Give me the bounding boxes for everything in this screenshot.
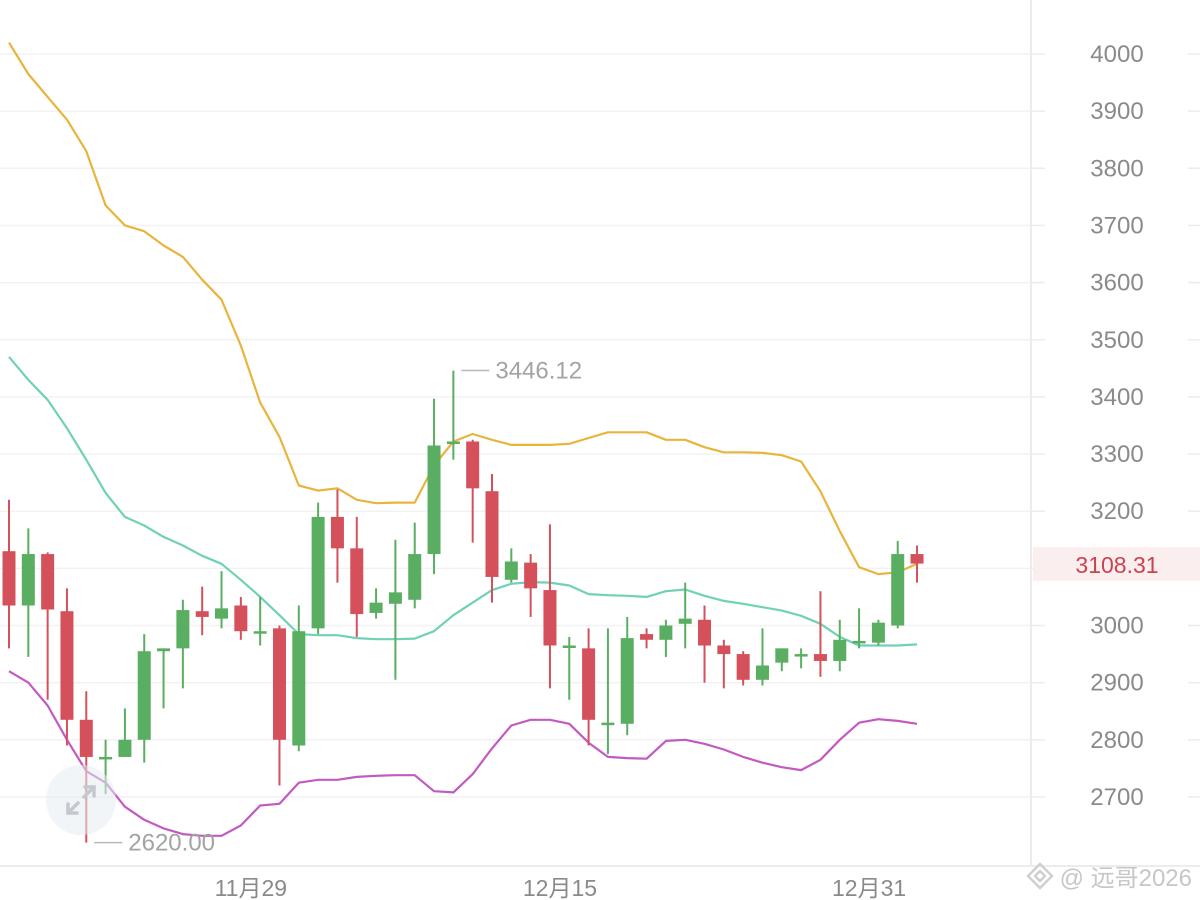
candle (60, 588, 74, 746)
candle (176, 599, 190, 689)
gridlines (0, 53, 1200, 798)
candle (311, 502, 325, 635)
y-tick-label: 3400 (1090, 384, 1143, 411)
y-tick-label: 3800 (1090, 155, 1143, 182)
watermark: @ 远哥2026 (1025, 858, 1192, 893)
bollinger-bands (8, 42, 918, 837)
upper-band-line (8, 42, 918, 576)
candle (562, 636, 576, 700)
candle (137, 634, 151, 763)
candle (485, 474, 499, 603)
candle (582, 628, 596, 746)
candle (253, 596, 267, 646)
candle (466, 439, 480, 543)
candle (601, 628, 615, 755)
y-tick-label: 2800 (1090, 727, 1143, 754)
y-axis: 4000 3900 3800 3700 3600 3500 3400 3300 3200 3000… (1090, 41, 1143, 811)
candle (408, 522, 422, 609)
candle (891, 540, 905, 629)
candle (698, 605, 712, 683)
last-price-value: 3108.31 (1075, 552, 1158, 578)
candle (388, 539, 402, 680)
y-tick-label: 3200 (1090, 498, 1143, 525)
y-tick-label: 3900 (1090, 98, 1143, 125)
candle (871, 619, 885, 646)
y-tick-label: 3700 (1090, 212, 1143, 239)
middle-band-line (8, 356, 918, 647)
candle (794, 648, 808, 669)
candle (659, 619, 673, 657)
watermark-text: @ 远哥2026 (1059, 865, 1192, 892)
lower-band-line (8, 670, 918, 837)
y-tick-label: 3600 (1090, 270, 1143, 297)
candle (717, 639, 731, 689)
candle (157, 648, 171, 709)
candle (678, 582, 692, 649)
x-tick-label: 12月15 (523, 875, 597, 900)
candle (272, 625, 286, 786)
x-axis: 11月29 12月15 12月31 (215, 875, 907, 900)
y-tick-label: 2700 (1090, 784, 1143, 811)
candle (640, 628, 654, 649)
y-tick-label: 3500 (1090, 327, 1143, 354)
candle (736, 651, 750, 686)
high-annotation-label: 3446.12 (495, 358, 582, 385)
annotations: 3446.12 2620.00 (94, 358, 582, 857)
y-tick-label: 2900 (1090, 670, 1143, 697)
candle (330, 489, 344, 583)
candle (620, 616, 634, 736)
expand-arrows-icon (66, 785, 96, 815)
candle (369, 588, 383, 619)
candle (813, 591, 827, 677)
candle (910, 545, 924, 583)
diamond-logo-icon (1025, 861, 1054, 890)
last-price-tag: 3108.31 (1033, 547, 1200, 581)
candle (543, 524, 557, 689)
candle (504, 548, 518, 583)
candle (215, 571, 229, 629)
candle (41, 552, 55, 700)
candle (852, 608, 866, 649)
y-tick-label: 3000 (1090, 613, 1143, 640)
candle (350, 516, 364, 637)
candle (2, 499, 16, 649)
candle (195, 586, 209, 636)
candle (524, 554, 538, 617)
y-tick-label: 4000 (1090, 41, 1143, 68)
candle (775, 648, 789, 672)
candle (118, 708, 132, 757)
low-annotation-label: 2620.00 (128, 830, 215, 857)
y-tick-label: 3300 (1090, 441, 1143, 468)
candle (446, 370, 460, 460)
candle (755, 628, 769, 686)
candle (234, 596, 248, 640)
x-tick-label: 11月29 (215, 875, 287, 900)
candles (2, 370, 924, 843)
candle (292, 605, 306, 752)
x-tick-label: 12月31 (832, 875, 906, 900)
candle (833, 619, 847, 672)
candle (427, 398, 441, 575)
candle (21, 528, 35, 657)
expand-button[interactable] (46, 765, 116, 835)
